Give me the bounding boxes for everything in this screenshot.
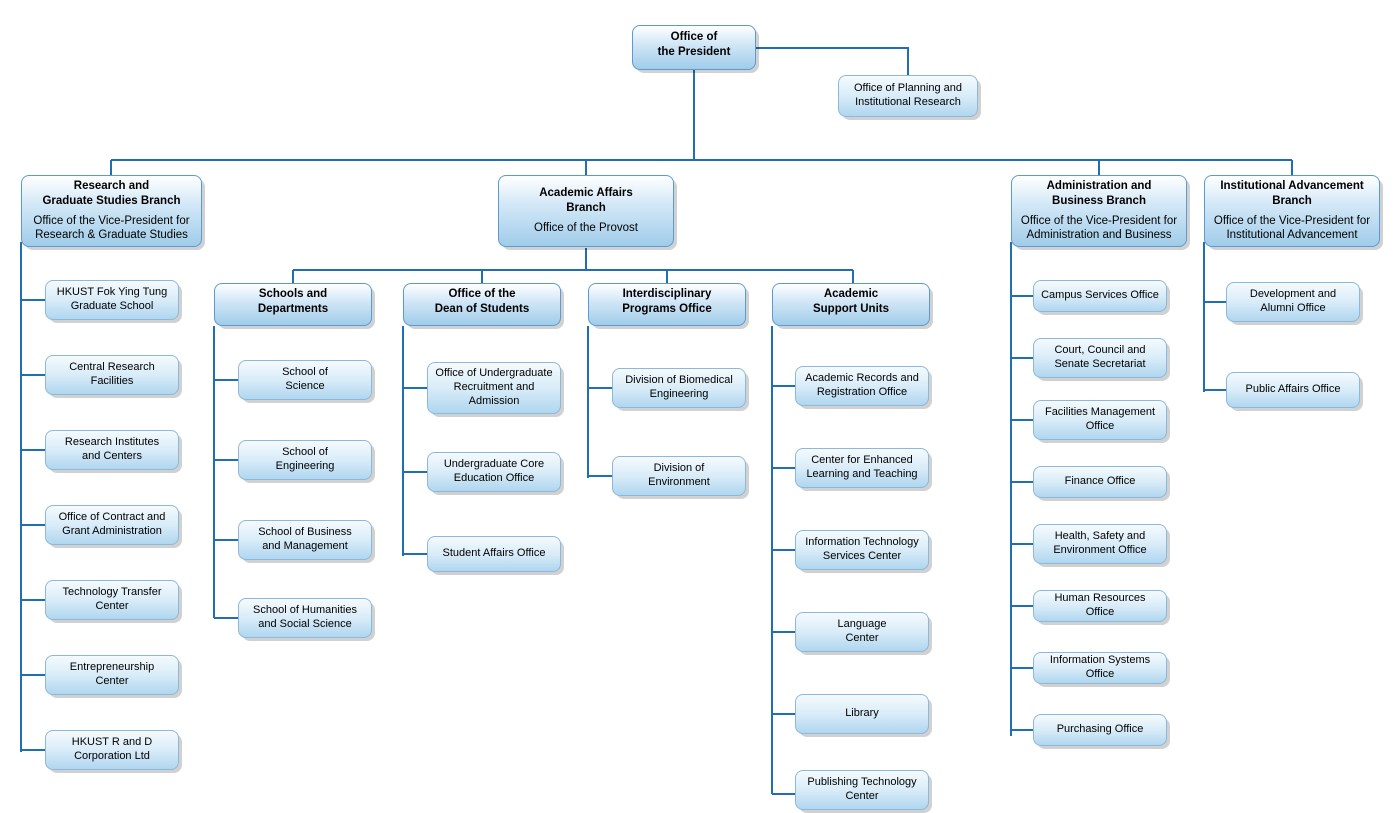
- admin-child-1: Court, Council andSenate Secretariat: [1033, 338, 1167, 378]
- research-child-3: Office of Contract andGrant Administrati…: [45, 505, 179, 545]
- schools-child-3: School of Humanitiesand Social Science: [238, 598, 372, 638]
- support-child-5: Publishing TechnologyCenter: [795, 770, 929, 810]
- instadv-subtitle: Office of the Vice-President forInstitut…: [1214, 214, 1370, 243]
- node-instadv-branch: Institutional AdvancementBranch Office o…: [1204, 175, 1380, 247]
- dean-child-2: Student Affairs Office: [427, 536, 561, 572]
- planning-label: Office of Planning andInstitutional Rese…: [854, 82, 962, 110]
- support-child-1: Center for EnhancedLearning and Teaching: [795, 448, 929, 488]
- node-planning: Office of Planning andInstitutional Rese…: [838, 75, 978, 117]
- academic-subtitle: Office of the Provost: [534, 221, 638, 235]
- node-academic-branch: Academic AffairsBranch Office of the Pro…: [498, 175, 674, 247]
- schools-title: Schools andDepartments: [258, 287, 328, 316]
- support-child-0: Academic Records andRegistration Office: [795, 366, 929, 406]
- interdisc-title: InterdisciplinaryPrograms Office: [622, 287, 711, 316]
- research-title: Research andGraduate Studies Branch: [42, 179, 180, 208]
- president-title: Office ofthe President: [658, 30, 731, 59]
- research-child-5: EntrepreneurshipCenter: [45, 655, 179, 695]
- dean-child-1: Undergraduate CoreEducation Office: [427, 452, 561, 492]
- admin-child-4: Health, Safety andEnvironment Office: [1033, 524, 1167, 564]
- node-interdisc: InterdisciplinaryPrograms Office: [588, 283, 746, 326]
- node-research-branch: Research andGraduate Studies Branch Offi…: [21, 175, 202, 247]
- admin-child-3: Finance Office: [1033, 466, 1167, 498]
- node-schools: Schools andDepartments: [214, 283, 372, 326]
- admin-child-7: Purchasing Office: [1033, 714, 1167, 746]
- research-subtitle: Office of the Vice-President forResearch…: [33, 214, 189, 243]
- admin-subtitle: Office of the Vice-President forAdminist…: [1021, 214, 1177, 243]
- instadv-child-1: Public Affairs Office: [1226, 372, 1360, 408]
- schools-child-0: School ofScience: [238, 360, 372, 400]
- dean-child-0: Office of UndergraduateRecruitment andAd…: [427, 362, 561, 414]
- research-child-1: Central ResearchFacilities: [45, 355, 179, 395]
- node-dean: Office of theDean of Students: [403, 283, 561, 326]
- support-child-4: Library: [795, 694, 929, 734]
- admin-child-6: Information Systems Office: [1033, 652, 1167, 684]
- admin-title: Administration andBusiness Branch: [1047, 179, 1152, 208]
- schools-child-1: School ofEngineering: [238, 440, 372, 480]
- research-child-4: Technology TransferCenter: [45, 580, 179, 620]
- support-child-2: Information TechnologyServices Center: [795, 530, 929, 570]
- research-child-2: Research Institutesand Centers: [45, 430, 179, 470]
- academic-title: Academic AffairsBranch: [539, 186, 633, 215]
- schools-child-2: School of Businessand Management: [238, 520, 372, 560]
- node-support: AcademicSupport Units: [772, 283, 930, 326]
- support-child-3: LanguageCenter: [795, 612, 929, 652]
- node-admin-branch: Administration andBusiness Branch Office…: [1011, 175, 1187, 247]
- research-child-0: HKUST Fok Ying TungGraduate School: [45, 280, 179, 320]
- dean-title: Office of theDean of Students: [435, 287, 530, 316]
- support-title: AcademicSupport Units: [813, 287, 889, 316]
- research-child-6: HKUST R and DCorporation Ltd: [45, 730, 179, 770]
- instadv-title: Institutional AdvancementBranch: [1220, 179, 1363, 208]
- instadv-child-0: Development andAlumni Office: [1226, 282, 1360, 322]
- interdisc-child-0: Division of BiomedicalEngineering: [612, 368, 746, 408]
- admin-child-2: Facilities ManagementOffice: [1033, 400, 1167, 440]
- admin-child-5: Human Resources Office: [1033, 590, 1167, 622]
- admin-child-0: Campus Services Office: [1033, 280, 1167, 312]
- interdisc-child-1: Division ofEnvironment: [612, 456, 746, 496]
- node-president: Office ofthe President: [632, 25, 756, 70]
